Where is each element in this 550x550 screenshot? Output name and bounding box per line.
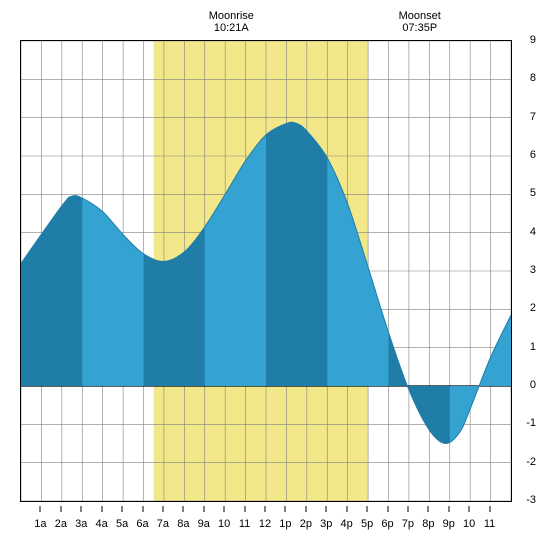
x-tick-label: 10 [463,518,475,530]
x-tick-mark [183,506,184,512]
x-tick-mark [285,506,286,512]
x-tick-label: 4p [341,518,353,530]
y-tick-label: 0 [530,379,536,391]
y-tick-label: -1 [526,417,536,429]
plot-svg [21,41,511,501]
x-tick-mark [203,506,204,512]
y-tick-label: 3 [530,264,536,276]
y-tick-label: 8 [530,72,536,84]
moon-event-label: Moonrise 10:21A [203,10,259,34]
x-tick-label: 2a [55,518,67,530]
x-tick-mark [305,506,306,512]
x-tick-label: 12 [259,518,271,530]
y-tick-label: 9 [530,34,536,46]
x-tick-mark [224,506,225,512]
x-tick-mark [101,506,102,512]
x-tick-label: 6p [381,518,393,530]
x-tick-mark [469,506,470,512]
x-tick-label: 3a [75,518,87,530]
x-tick-label: 10 [218,518,230,530]
x-tick-mark [346,506,347,512]
y-tick-label: -2 [526,456,536,468]
x-tick-mark [142,506,143,512]
x-tick-label: 8a [177,518,189,530]
plot-area [20,40,512,502]
x-tick-mark [367,506,368,512]
x-tick-mark [122,506,123,512]
x-tick-mark [489,506,490,512]
x-tick-label: 9a [198,518,210,530]
x-tick-label: 5a [116,518,128,530]
x-tick-label: 2p [300,518,312,530]
x-tick-label: 4a [96,518,108,530]
x-tick-mark [81,506,82,512]
top-label-row: Moonrise 10:21A Moonset 07:35P [10,10,540,40]
x-tick-mark [244,506,245,512]
x-tick-mark [265,506,266,512]
y-tick-label: 7 [530,111,536,123]
x-tick-label: 1p [279,518,291,530]
x-tick-mark [60,506,61,512]
y-axis: -3-2-10123456789 [512,40,536,500]
x-tick-label: 6a [136,518,148,530]
moon-event-label: Moonset 07:35P [392,10,448,34]
x-tick-mark [428,506,429,512]
y-tick-label: 6 [530,149,536,161]
x-tick-label: 7a [157,518,169,530]
x-tick-label: 5p [361,518,373,530]
x-tick-mark [448,506,449,512]
y-tick-label: 1 [530,341,536,353]
y-tick-label: 5 [530,187,536,199]
y-tick-label: -3 [526,494,536,506]
y-tick-label: 4 [530,226,536,238]
x-tick-mark [162,506,163,512]
x-tick-mark [40,506,41,512]
x-tick-mark [407,506,408,512]
x-tick-label: 9p [443,518,455,530]
tide-chart: Moonrise 10:21AMoonset 07:35P -3-2-10123… [10,10,540,540]
x-tick-label: 1a [34,518,46,530]
x-tick-label: 11 [239,518,250,530]
x-tick-mark [387,506,388,512]
x-tick-label: 11 [484,518,495,530]
y-tick-label: 2 [530,302,536,314]
x-axis: 1a 2a 3a 4a 5a 6a 7a 8a 9a 10 11 12 1p 2p 3p 4p 5p 6p 7p 8p… [20,506,510,528]
x-tick-label: 7p [402,518,414,530]
x-tick-label: 3p [320,518,332,530]
x-tick-label: 8p [422,518,434,530]
x-tick-mark [326,506,327,512]
